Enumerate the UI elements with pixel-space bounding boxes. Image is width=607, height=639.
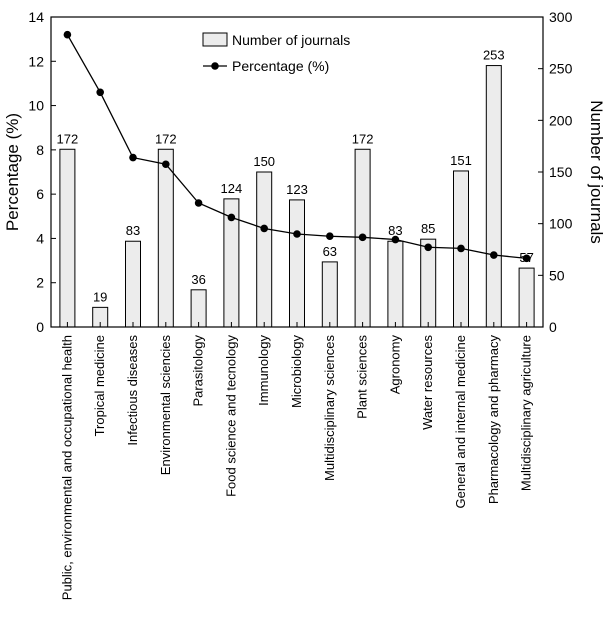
percentage-point xyxy=(424,243,433,252)
bar-value-label: 124 xyxy=(221,181,243,196)
bar-value-label: 172 xyxy=(57,131,79,146)
category-label: General and internal medicine xyxy=(453,335,468,508)
category-label: Pharmacology and pharmacy xyxy=(486,335,501,505)
bar-value-label: 150 xyxy=(253,154,275,169)
percentage-point xyxy=(391,235,400,244)
category-label: Microbiology xyxy=(289,335,304,408)
bar-value-label: 253 xyxy=(483,48,505,63)
percentage-point xyxy=(490,251,498,259)
legend-line-label: Percentage (%) xyxy=(232,58,329,74)
bar-value-label: 36 xyxy=(191,272,205,287)
bar-value-label: 172 xyxy=(352,131,374,146)
left-tick-label: 0 xyxy=(36,319,44,335)
bar-value-label: 85 xyxy=(421,221,435,236)
y-left-axis-title: Percentage (%) xyxy=(3,113,22,231)
right-tick-label: 0 xyxy=(549,319,557,335)
percentage-point xyxy=(96,88,104,97)
y-right-axis-title: Number of journals xyxy=(587,100,606,244)
percentage-point xyxy=(457,244,465,253)
percentage-point xyxy=(194,199,203,207)
left-tick-label: 2 xyxy=(36,275,44,291)
percentage-point xyxy=(162,160,170,169)
right-tick-label: 150 xyxy=(549,164,573,180)
legend-bar-label: Number of journals xyxy=(232,32,350,48)
left-axis-ticks: 0 2 4 6 8 10 12 14 xyxy=(28,9,56,335)
bar-value-label: 19 xyxy=(93,289,107,304)
category-label: Agronomy xyxy=(387,335,402,395)
category-label: Immunology xyxy=(256,335,271,406)
right-axis-ticks: 0 50 100 150 200 250 300 xyxy=(538,9,573,335)
left-tick-label: 12 xyxy=(28,53,44,69)
bar xyxy=(387,240,404,328)
left-tick-label: 4 xyxy=(36,230,44,246)
right-tick-label: 50 xyxy=(549,267,565,283)
bars-layer: 17219831723612415012363172838515125357 xyxy=(57,48,535,328)
category-label: Food science and tecnology xyxy=(223,335,238,497)
right-tick-label: 100 xyxy=(549,216,573,232)
line-layer xyxy=(63,30,531,263)
left-tick-label: 6 xyxy=(36,186,44,202)
percentage-point xyxy=(129,153,137,162)
left-tick-label: 14 xyxy=(28,9,44,25)
category-label: Environmental sciencies xyxy=(158,335,173,476)
bar xyxy=(321,261,338,328)
bar xyxy=(157,148,174,328)
bar xyxy=(59,148,76,328)
legend: Number of journals Percentage (%) xyxy=(202,32,350,74)
bar-value-label: 123 xyxy=(286,182,308,197)
legend-bar-swatch xyxy=(202,32,228,47)
category-label: Water resources xyxy=(420,335,435,430)
bar xyxy=(485,65,502,328)
bar-value-label: 172 xyxy=(155,131,177,146)
category-label: Public, environmental and occupational h… xyxy=(59,335,74,600)
bar xyxy=(289,199,305,328)
percentage-point xyxy=(63,30,72,39)
bar xyxy=(256,171,273,328)
percentage-point xyxy=(293,230,301,238)
percentage-point xyxy=(227,213,236,222)
bar xyxy=(518,267,535,328)
category-labels: Public, environmental and occupational h… xyxy=(59,322,534,600)
percentage-point xyxy=(260,224,269,233)
bar-value-label: 151 xyxy=(450,153,472,168)
bar xyxy=(125,240,141,328)
category-label: Parasitology xyxy=(191,335,206,407)
left-tick-label: 10 xyxy=(28,98,44,114)
legend-line-marker xyxy=(211,62,219,70)
right-tick-label: 250 xyxy=(549,61,573,77)
category-label: Tropical medicine xyxy=(92,335,107,436)
category-label: Infectious diseases xyxy=(125,335,140,446)
bar-value-label: 83 xyxy=(126,223,140,238)
category-label: Plant sciences xyxy=(355,335,370,419)
right-tick-label: 200 xyxy=(549,112,573,128)
category-label: Multidisciplinary sciences xyxy=(322,335,337,481)
category-label: Multidisciplinary agriculture xyxy=(519,335,534,491)
bar-value-label: 83 xyxy=(388,223,402,238)
left-tick-label: 8 xyxy=(36,142,44,158)
bar xyxy=(420,238,437,328)
bar-value-label: 63 xyxy=(323,244,337,259)
percentage-point xyxy=(522,254,531,263)
percentage-point xyxy=(326,232,334,241)
bar xyxy=(190,289,207,328)
right-tick-label: 300 xyxy=(549,9,573,25)
percentage-point xyxy=(358,233,367,242)
